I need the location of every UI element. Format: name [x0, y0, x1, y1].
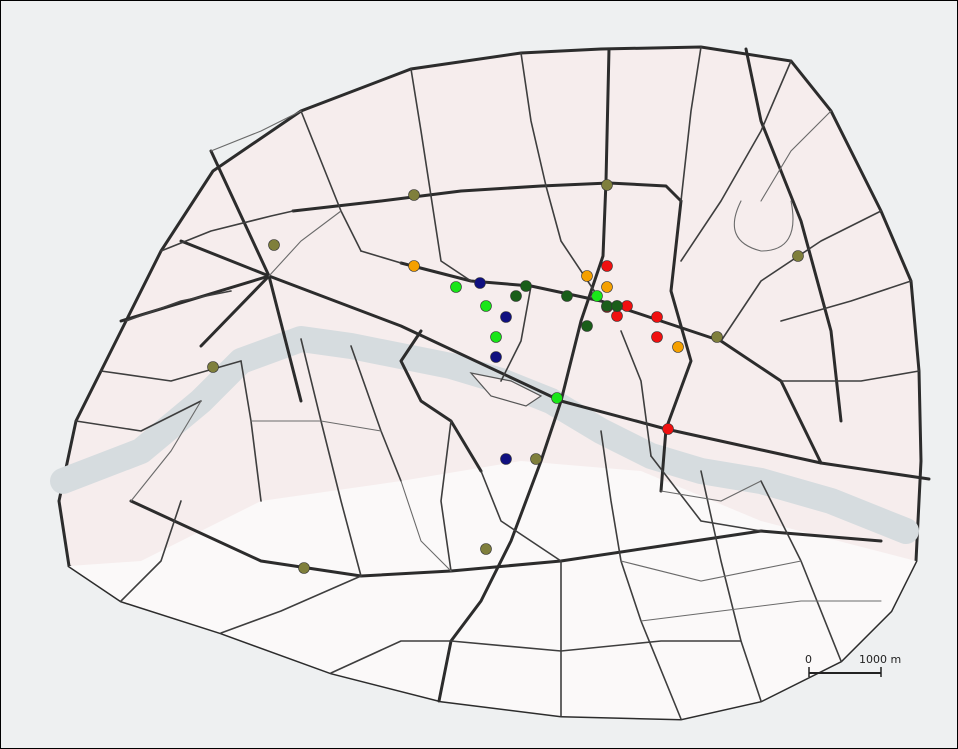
dark-green-marker — [520, 280, 532, 292]
navy-marker — [500, 311, 512, 323]
orange-marker — [672, 341, 684, 353]
scale-bar: 0 1000 m — [805, 653, 901, 677]
olive-marker — [408, 189, 420, 201]
major-roads — [119, 47, 931, 703]
red-marker — [611, 310, 623, 322]
dark-green-marker — [581, 320, 593, 332]
ile-de-la-cite — [469, 372, 543, 407]
bright-green-marker — [551, 392, 563, 404]
orange-marker — [601, 281, 613, 293]
secondary-roads — [75, 46, 920, 720]
olive-marker — [530, 453, 542, 465]
orange-marker — [408, 260, 420, 272]
red-marker — [651, 311, 663, 323]
scale-start-label: 0 — [805, 653, 812, 666]
location-markers — [207, 179, 804, 574]
red-marker — [621, 300, 633, 312]
orange-marker — [581, 270, 593, 282]
olive-marker — [268, 239, 280, 251]
olive-marker — [298, 562, 310, 574]
bright-green-marker — [591, 290, 603, 302]
red-marker — [651, 331, 663, 343]
navy-marker — [490, 351, 502, 363]
bright-green-marker — [490, 331, 502, 343]
dark-green-marker — [601, 300, 613, 312]
south-district-area — [69, 461, 916, 719]
olive-marker — [480, 543, 492, 555]
navy-marker — [500, 453, 512, 465]
minor-streets — [130, 110, 882, 622]
bright-green-marker — [480, 300, 492, 312]
red-marker — [662, 423, 674, 435]
dark-green-marker — [561, 290, 573, 302]
scale-end-label: 1000 m — [859, 653, 901, 666]
olive-marker — [711, 331, 723, 343]
olive-marker — [792, 250, 804, 262]
bright-green-marker — [450, 281, 462, 293]
olive-marker — [601, 179, 613, 191]
olive-marker — [207, 361, 219, 373]
navy-marker — [474, 277, 486, 289]
dark-green-marker — [611, 300, 623, 312]
red-marker — [601, 260, 613, 272]
dark-green-marker — [510, 290, 522, 302]
